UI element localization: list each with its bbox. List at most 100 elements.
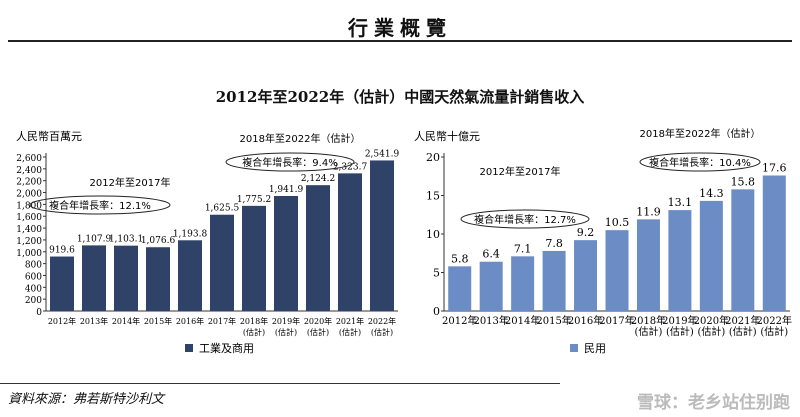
- data-label: 1,076.6: [141, 236, 176, 246]
- data-label: 1,941.9: [269, 185, 304, 195]
- x-tick-label: 2018年: [631, 314, 666, 327]
- x-tick-label: 2012年: [48, 316, 76, 326]
- bar: [668, 210, 692, 311]
- annotation-period: 2012年至2017年: [480, 165, 561, 178]
- x-tick-label: 2017年: [208, 316, 236, 326]
- data-label: 2,124.2: [301, 174, 335, 184]
- data-label: 17.6: [762, 161, 787, 174]
- annotation-cagr: 複合年增長率：12.1%: [49, 199, 151, 212]
- data-label: 7.1: [514, 242, 532, 255]
- annotation-ellipse: [460, 209, 590, 229]
- bar: [242, 205, 266, 311]
- bar: [636, 219, 660, 311]
- x-tick-label: 2021年: [336, 316, 364, 326]
- footer-divider: [0, 383, 560, 384]
- data-label: 13.1: [668, 196, 693, 209]
- x-tick-label: (估計): [371, 327, 393, 337]
- y-tick-label: 2,200: [16, 178, 42, 188]
- data-label: 6.4: [482, 248, 500, 261]
- data-label: 1,775.2: [237, 195, 271, 205]
- bar: [146, 247, 170, 311]
- bar: [542, 250, 566, 311]
- data-label: 14.3: [699, 187, 724, 200]
- annotation-cagr: 複合年增長率：10.4%: [649, 156, 751, 169]
- annotation-period: 2018年至2022年（估計）: [640, 127, 761, 140]
- header-divider: [8, 40, 792, 42]
- bar: [448, 266, 472, 311]
- data-label: 9.2: [577, 226, 595, 239]
- x-tick-label: 2013年: [473, 314, 508, 327]
- x-tick-label: 2019年: [272, 316, 300, 326]
- bar: [178, 240, 202, 311]
- x-tick-label: (估計): [339, 327, 361, 337]
- x-tick-label: (估計): [307, 327, 329, 337]
- legend-swatch: [570, 344, 578, 352]
- data-label: 2,323.7: [333, 162, 368, 172]
- data-label: 1,193.8: [173, 229, 208, 239]
- bar: [114, 245, 138, 311]
- bar: [306, 185, 330, 311]
- x-tick-label: (估計): [275, 327, 297, 337]
- x-tick-label: 2020年: [304, 316, 332, 326]
- y-tick-label: 800: [25, 261, 42, 271]
- data-label: 2,541.9: [365, 149, 400, 159]
- annotation-period: 2012年至2017年: [90, 176, 171, 189]
- chart-title: 2012年至2022年（估計）中國天然氣流量計銷售收入: [215, 88, 585, 106]
- y-tick-label: 20: [426, 151, 440, 164]
- data-label: 919.6: [49, 246, 75, 256]
- bar: [274, 195, 298, 311]
- y-tick-label: 2,000: [16, 190, 42, 200]
- data-label: 1,103.1: [109, 235, 143, 245]
- data-label: 1,107.9: [77, 234, 112, 244]
- x-tick-label: (估計): [635, 325, 663, 338]
- y-tick-label: 5: [433, 267, 440, 280]
- x-tick-label: 2014年: [112, 316, 140, 326]
- annotation-period: 2018年至2022年（估計）: [240, 132, 361, 145]
- bar: [50, 256, 74, 311]
- x-tick-label: (估計): [729, 325, 757, 338]
- y-tick-label: 0: [433, 305, 440, 318]
- bar: [479, 261, 503, 311]
- bar: [511, 256, 535, 311]
- y-tick-label: 400: [25, 284, 42, 294]
- x-tick-label: 2020年: [694, 314, 729, 327]
- x-tick-label: (估計): [697, 325, 725, 338]
- y-tick-label: 600: [25, 272, 42, 282]
- bar: [574, 240, 598, 311]
- y-tick-label: 0: [36, 308, 42, 318]
- x-tick-label: 2021年: [725, 314, 760, 327]
- bar: [731, 189, 755, 311]
- y-tick-label: 1,600: [16, 213, 42, 223]
- data-label: 11.9: [636, 205, 661, 218]
- legend-label: 工業及商用: [199, 341, 254, 355]
- x-tick-label: (估計): [243, 327, 265, 337]
- x-tick-label: 2022年: [368, 316, 396, 326]
- watermark: 雪球：老乡站住别跑: [637, 393, 790, 413]
- data-label: 10.5: [605, 216, 630, 229]
- data-label: 5.8: [451, 252, 469, 265]
- bar: [210, 214, 234, 311]
- x-tick-label: 2017年: [599, 314, 634, 327]
- y-tick-label: 1,400: [16, 225, 42, 235]
- y-tick-label: 10: [426, 228, 440, 241]
- source-note: 資料來源：弗若斯特沙利文: [8, 392, 165, 407]
- y-tick-label: 1,800: [16, 201, 42, 211]
- x-tick-label: (估計): [666, 325, 694, 338]
- x-tick-label: 2016年: [568, 314, 603, 327]
- bar: [699, 200, 723, 311]
- x-tick-label: 2022年: [757, 314, 792, 327]
- x-tick-label: 2019年: [662, 314, 697, 327]
- y-tick-label: 200: [25, 296, 42, 306]
- x-tick-label: 2016年: [176, 316, 204, 326]
- annotation-ellipse: [29, 195, 171, 215]
- data-label: 7.8: [545, 237, 563, 250]
- y-axis-label: 人民幣十億元: [414, 129, 480, 143]
- data-label: 1,625.5: [205, 204, 240, 214]
- x-tick-label: (估計): [760, 325, 788, 338]
- x-tick-label: 2015年: [536, 314, 571, 327]
- bar: [338, 173, 362, 311]
- annotation-ellipse: [639, 152, 761, 172]
- x-tick-label: 2018年: [240, 316, 268, 326]
- legend-label: 民用: [584, 342, 606, 355]
- annotation-cagr: 複合年增長率：9.4%: [242, 156, 337, 169]
